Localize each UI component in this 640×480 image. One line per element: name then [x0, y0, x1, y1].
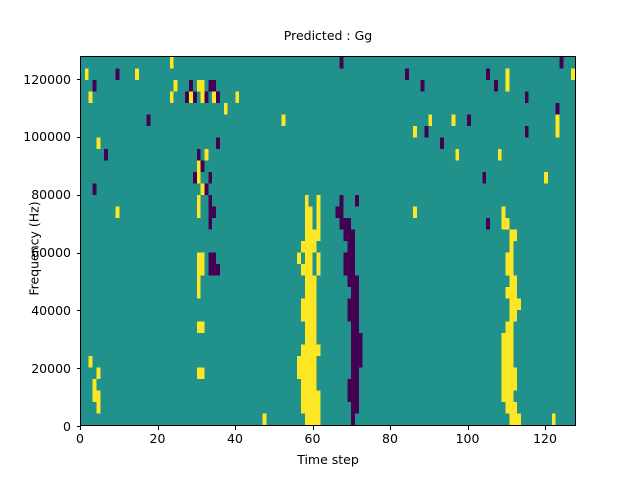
y-tick-mark — [76, 310, 80, 312]
y-tick-label: 120000 — [23, 71, 71, 87]
y-tick-label: 20000 — [31, 360, 71, 376]
y-tick-label: 100000 — [23, 129, 71, 145]
x-tick-label: 80 — [382, 431, 398, 446]
heatmap-canvas — [81, 57, 575, 425]
y-tick-mark — [76, 368, 80, 370]
y-tick-label: 60000 — [31, 245, 71, 261]
y-tick-label: 0 — [63, 418, 71, 434]
x-tick-mark — [467, 426, 469, 430]
x-tick-mark — [157, 426, 159, 430]
y-axis-label: Frequency (Hz) — [26, 201, 42, 296]
x-axis-label: Time step — [297, 452, 359, 467]
x-tick-mark — [545, 426, 546, 430]
x-tick-mark — [390, 426, 391, 430]
x-tick-label: 20 — [149, 431, 166, 446]
x-tick-label: 60 — [304, 431, 321, 446]
y-tick-mark — [76, 194, 80, 196]
x-tick-label: 40 — [227, 431, 243, 446]
x-tick-label: 0 — [76, 431, 84, 446]
heatmap-plot-area — [80, 56, 576, 426]
x-tick-label: 120 — [533, 431, 557, 446]
y-tick-mark — [76, 136, 80, 138]
y-tick-mark — [76, 79, 80, 81]
y-tick-label: 40000 — [31, 302, 71, 318]
x-tick-label: 100 — [455, 431, 480, 446]
x-tick-mark — [312, 426, 314, 430]
page-title: Predicted : Gg — [283, 28, 373, 43]
x-tick-mark — [235, 426, 236, 430]
x-tick-mark — [80, 426, 81, 430]
y-tick-label: 80000 — [31, 187, 71, 203]
y-tick-mark — [76, 426, 80, 427]
y-tick-mark — [76, 252, 80, 254]
